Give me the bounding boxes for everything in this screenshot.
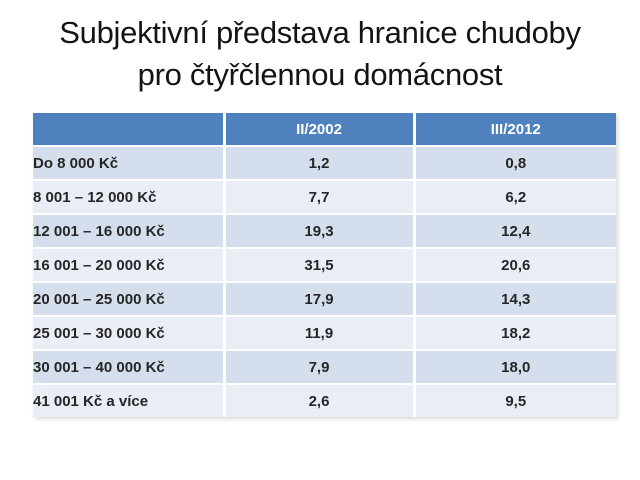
table-row: 8 001 – 12 000 Kč 7,7 6,2 — [33, 180, 616, 214]
row-value-2002: 1,2 — [224, 146, 416, 180]
table-row: 16 001 – 20 000 Kč 31,5 20,6 — [33, 248, 616, 282]
poverty-threshold-table: II/2002 III/2012 Do 8 000 Kč 1,2 0,8 8 0… — [33, 113, 616, 417]
row-label: 41 001 Kč a více — [33, 384, 226, 417]
row-value-2002: 31,5 — [224, 248, 416, 282]
row-value-2002: 19,3 — [224, 214, 416, 248]
table-row: 41 001 Kč a více 2,6 9,5 — [33, 384, 616, 417]
row-value-2012: 0,8 — [414, 146, 616, 180]
row-label: 25 001 – 30 000 Kč — [33, 316, 226, 350]
table-row: 30 001 – 40 000 Kč 7,9 18,0 — [33, 350, 616, 384]
table-row: 20 001 – 25 000 Kč 17,9 14,3 — [33, 282, 616, 316]
row-label: 30 001 – 40 000 Kč — [33, 350, 226, 384]
table-header-row: II/2002 III/2012 — [33, 113, 616, 146]
row-value-2002: 7,9 — [224, 350, 416, 384]
row-value-2012: 6,2 — [414, 180, 616, 214]
table-row: 25 001 – 30 000 Kč 11,9 18,2 — [33, 316, 616, 350]
title-line-2: pro čtyřčlennou domácnost — [137, 57, 503, 92]
row-value-2012: 9,5 — [414, 384, 616, 417]
slide-title: Subjektivní představa hranice chudoby pr… — [0, 12, 640, 96]
row-value-2012: 14,3 — [414, 282, 616, 316]
header-cell-empty — [33, 113, 226, 146]
row-label: 12 001 – 16 000 Kč — [33, 214, 226, 248]
row-value-2012: 20,6 — [414, 248, 616, 282]
row-value-2012: 18,0 — [414, 350, 616, 384]
header-cell-iii-2012: III/2012 — [414, 113, 616, 146]
row-value-2002: 11,9 — [224, 316, 416, 350]
row-value-2002: 7,7 — [224, 180, 416, 214]
row-value-2012: 12,4 — [414, 214, 616, 248]
row-value-2002: 17,9 — [224, 282, 416, 316]
title-line-1: Subjektivní představa hranice chudoby — [59, 15, 581, 50]
row-value-2012: 18,2 — [414, 316, 616, 350]
header-cell-ii-2002: II/2002 — [224, 113, 416, 146]
row-value-2002: 2,6 — [224, 384, 416, 417]
row-label: 16 001 – 20 000 Kč — [33, 248, 226, 282]
row-label: 8 001 – 12 000 Kč — [33, 180, 226, 214]
table-row: Do 8 000 Kč 1,2 0,8 — [33, 146, 616, 180]
table-row: 12 001 – 16 000 Kč 19,3 12,4 — [33, 214, 616, 248]
row-label: 20 001 – 25 000 Kč — [33, 282, 226, 316]
row-label: Do 8 000 Kč — [33, 146, 226, 180]
